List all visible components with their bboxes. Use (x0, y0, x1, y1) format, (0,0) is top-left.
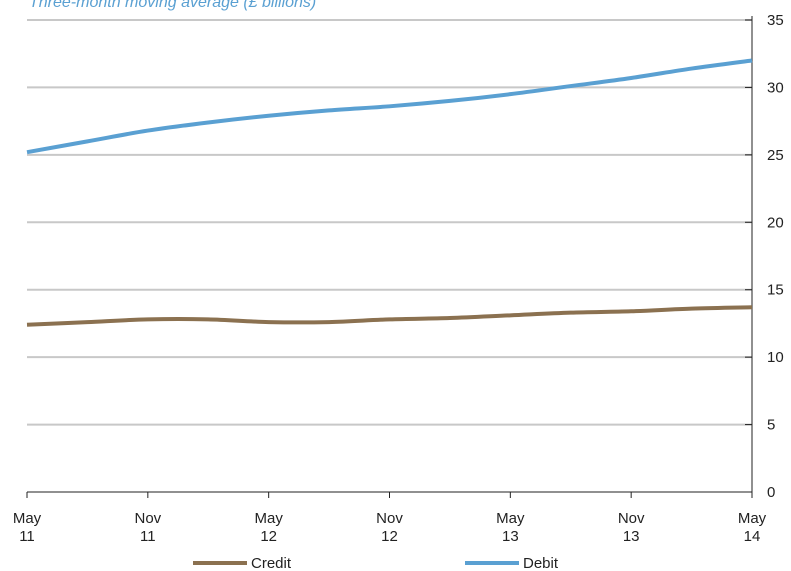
x-tick-label-year: 11 (140, 528, 156, 545)
series-line-debit (26, 58, 753, 155)
y-tick-label: 0 (767, 484, 775, 501)
x-tick-label-month: May (496, 510, 525, 527)
series-lines (26, 58, 753, 327)
x-tick-label-month: Nov (134, 510, 161, 527)
x-tick-label-month: May (13, 510, 42, 527)
y-tick-label: 35 (767, 12, 784, 29)
y-tick-label: 15 (767, 282, 784, 299)
x-tick-label-year: 12 (260, 528, 277, 545)
x-tick-label-year: 13 (623, 528, 640, 545)
legend-label-credit: Credit (251, 555, 292, 571)
x-tick-label-month: May (254, 510, 283, 527)
x-tick-label-year: 11 (19, 528, 35, 545)
y-tick-label: 30 (767, 79, 784, 96)
y-tick-label: 10 (767, 349, 784, 366)
y-tick-label: 25 (767, 147, 784, 164)
gridlines (27, 19, 752, 426)
x-tick-label-month: Nov (376, 510, 403, 527)
x-tick-label-year: 13 (502, 528, 519, 545)
x-tick-label-year: 12 (381, 528, 398, 545)
legend-label-debit: Debit (523, 555, 559, 571)
series-line-credit (26, 305, 753, 327)
legend: Credit Debit (193, 555, 559, 571)
x-tick-label-month: May (738, 510, 767, 527)
y-tick-label: 20 (767, 214, 784, 231)
chart-subtitle: Three-month moving average (£ billions) (29, 0, 317, 11)
axes (26, 16, 753, 498)
x-tick-label-year: 14 (744, 528, 761, 545)
y-tick-label: 5 (767, 417, 775, 434)
x-tick-label-month: Nov (618, 510, 645, 527)
y-tick-labels: 0 5 10 15 20 25 30 35 (767, 12, 784, 501)
